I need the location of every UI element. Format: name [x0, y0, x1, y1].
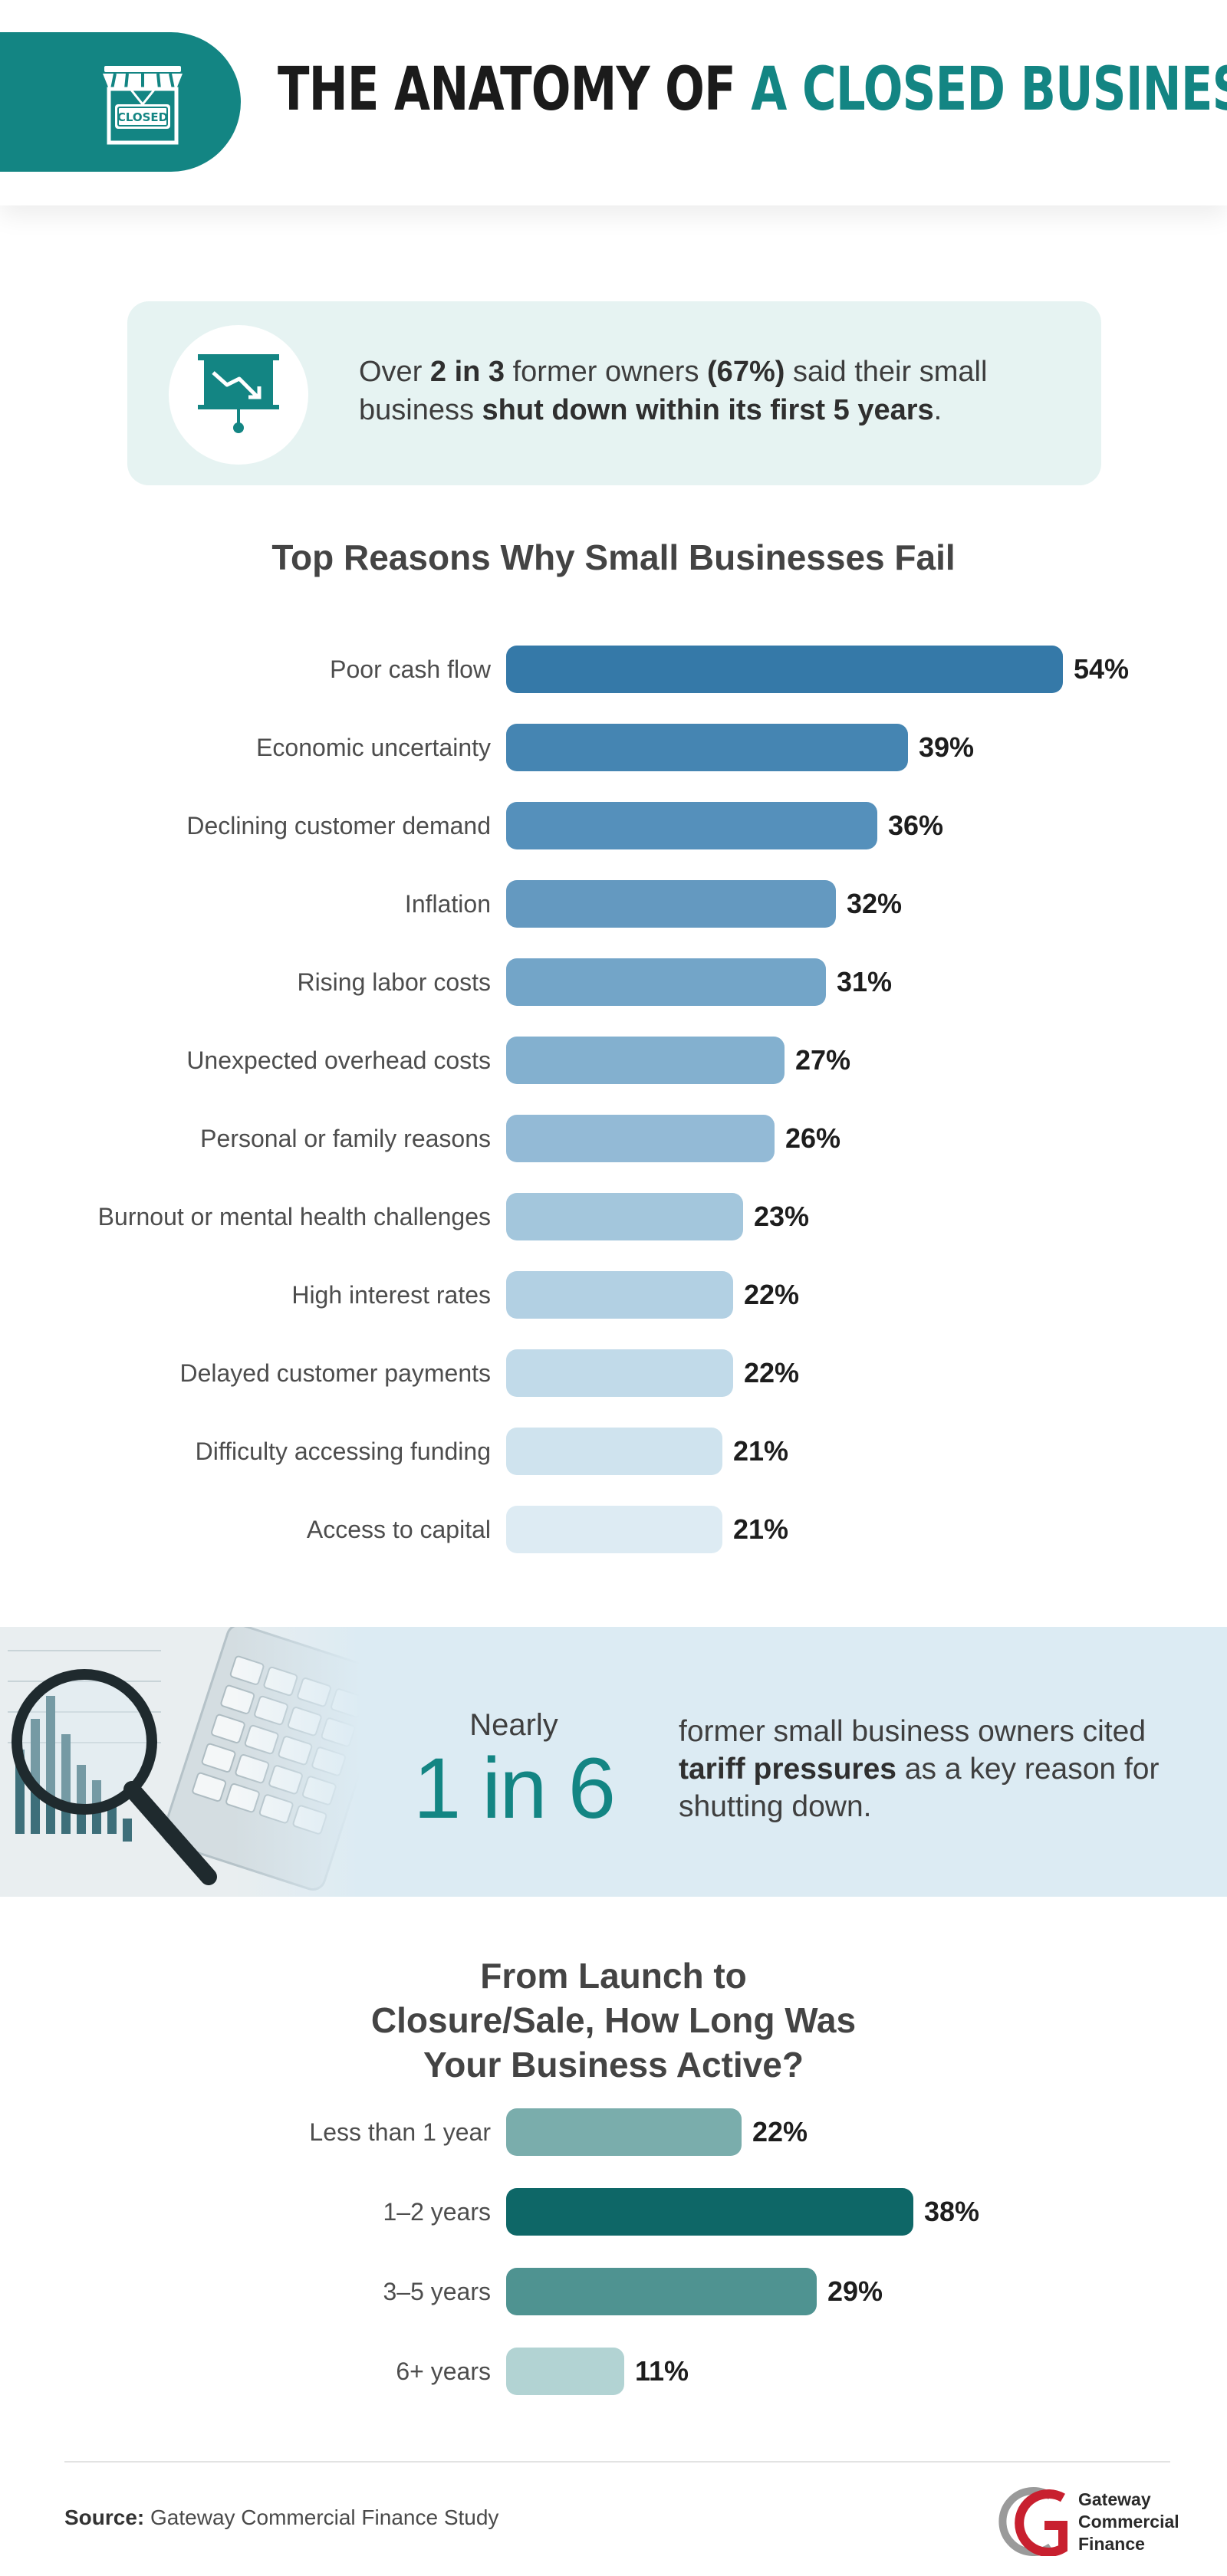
closed-shop-icon: CLOSED — [103, 66, 183, 145]
reason-label: Declining customer demand — [186, 812, 491, 840]
reason-value-label: 21% — [733, 1513, 789, 1545]
title-part-2: A CLOSED BUSINESS — [751, 55, 1227, 124]
reason-row: Rising labor costs 31% — [0, 958, 1227, 1006]
banner-text-part: as a key reason for shutting down. — [679, 1753, 1160, 1823]
logo-line: Commercial — [1078, 2512, 1179, 2532]
chart-title-reasons: Top Reasons Why Small Businesses Fail — [271, 537, 956, 577]
reason-row: Unexpected overhead costs 27% — [0, 1037, 1227, 1084]
duration-value-label: 38% — [924, 2196, 980, 2227]
reason-row: Access to capital 21% — [0, 1506, 1227, 1553]
logo-line: Gateway — [1078, 2489, 1151, 2509]
duration-label: Less than 1 year — [309, 2118, 491, 2146]
reason-label: Difficulty accessing funding — [195, 1438, 491, 1465]
duration-value-label: 22% — [752, 2116, 808, 2147]
chart-title-duration: From Launch to Closure/Sale, How Long Wa… — [370, 1956, 857, 2085]
reason-value-label: 27% — [795, 1044, 851, 1076]
reason-bar — [506, 1115, 775, 1162]
reason-bar — [506, 802, 877, 849]
duration-bar — [506, 2348, 624, 2395]
duration-row: 3–5 years 29% — [0, 2268, 1227, 2315]
duration-bar — [506, 2188, 913, 2236]
duration-bar — [506, 2268, 817, 2315]
page-header: CLOSED THE ANATOMY OF A CLOSED BUSINESS — [0, 0, 1227, 205]
reason-bar — [506, 1193, 743, 1240]
reason-label: Poor cash flow — [330, 656, 491, 683]
page-title: THE ANATOMY OF A CLOSED BUSINESS — [278, 55, 1227, 124]
banner-text-part: former small business owners cited — [679, 1715, 1146, 1748]
duration-bar — [506, 2108, 742, 2156]
reason-row: Economic uncertainty 39% — [0, 724, 1227, 771]
declining-chart-board-icon — [198, 354, 279, 433]
reason-row: Declining customer demand 36% — [0, 802, 1227, 849]
duration-value-label: 29% — [827, 2275, 883, 2307]
reason-label: Access to capital — [306, 1516, 491, 1543]
stat-highlight: 2 in 3 — [429, 356, 505, 388]
stat-banner — [0, 1627, 1227, 1897]
title-part-1: THE ANATOMY OF — [278, 55, 752, 124]
reason-value-label: 32% — [847, 888, 903, 919]
stat-text-part: . — [933, 394, 942, 426]
reason-label: Personal or family reasons — [200, 1125, 491, 1152]
reason-bar — [506, 724, 908, 771]
reason-bar — [506, 1349, 733, 1397]
banner-highlight: tariff pressures — [679, 1753, 896, 1786]
banner-text: former small business owners cited tarif… — [679, 1713, 1177, 1825]
reason-bar — [506, 1037, 785, 1084]
reason-value-label: 39% — [919, 731, 975, 763]
reason-row: Difficulty accessing funding 21% — [0, 1428, 1227, 1475]
reason-value-label: 54% — [1074, 653, 1130, 685]
reason-row: Burnout or mental health challenges 23% — [0, 1193, 1227, 1240]
duration-value-label: 11% — [635, 2355, 689, 2387]
stat-text-part: Over — [359, 356, 430, 388]
reason-bar — [506, 880, 836, 928]
reason-value-label: 26% — [785, 1122, 841, 1154]
duration-label: 1–2 years — [383, 2198, 491, 2226]
source-text: Gateway Commercial Finance Study — [144, 2505, 499, 2529]
reason-bar — [506, 646, 1063, 693]
reason-label: Unexpected overhead costs — [186, 1046, 491, 1074]
closed-sign-text: CLOSED — [117, 110, 168, 124]
source-label: Source: — [64, 2505, 145, 2529]
reason-bar — [506, 1428, 722, 1475]
reason-value-label: 22% — [744, 1357, 800, 1388]
duration-row: Less than 1 year 22% — [0, 2108, 1227, 2156]
reason-bar — [506, 1506, 722, 1553]
gateway-logo-text: Gateway Commercial Finance — [1078, 2489, 1179, 2555]
header-accent-tab — [0, 32, 241, 172]
duration-label: 6+ years — [396, 2358, 491, 2385]
reason-row: High interest rates 22% — [0, 1271, 1227, 1319]
reason-row: Personal or family reasons 26% — [0, 1115, 1227, 1162]
reason-bar — [506, 958, 826, 1006]
reason-value-label: 31% — [837, 966, 893, 997]
reason-bar — [506, 1271, 733, 1319]
reason-value-label: 36% — [888, 810, 944, 841]
reason-row: Delayed customer payments 22% — [0, 1349, 1227, 1397]
nearly-label: Nearly — [469, 1708, 558, 1742]
stat-text: Over 2 in 3 former owners (67%) said the… — [359, 353, 1064, 429]
source-note: Source: Gateway Commercial Finance Study — [64, 2505, 498, 2530]
reason-value-label: 23% — [754, 1201, 810, 1232]
footer-divider — [64, 2461, 1170, 2463]
duration-row: 1–2 years 38% — [0, 2188, 1227, 2236]
stat-text-part: former owners — [505, 356, 708, 388]
reason-label: Economic uncertainty — [256, 734, 491, 761]
reason-value-label: 21% — [733, 1435, 789, 1467]
nearly-value: 1 in 6 — [413, 1740, 616, 1836]
reason-label: High interest rates — [291, 1281, 491, 1309]
reason-label: Rising labor costs — [297, 968, 491, 996]
stat-highlight: shut down within its first 5 years — [482, 394, 934, 426]
stat-highlight: (67%) — [707, 356, 785, 388]
duration-row: 6+ years 11% — [0, 2348, 1227, 2395]
reason-label: Burnout or mental health challenges — [97, 1203, 491, 1230]
magnifier-calculator-photo — [0, 1627, 360, 1897]
reason-label: Inflation — [404, 890, 491, 918]
gateway-logo-icon — [998, 2487, 1067, 2556]
reason-label: Delayed customer payments — [179, 1359, 491, 1387]
reason-value-label: 22% — [744, 1279, 800, 1310]
reason-row: Poor cash flow 54% — [0, 646, 1227, 693]
stat-text-part: said their small business — [359, 356, 988, 426]
logo-line: Finance — [1078, 2534, 1145, 2554]
duration-label: 3–5 years — [383, 2278, 491, 2305]
reason-row: Inflation 32% — [0, 880, 1227, 928]
